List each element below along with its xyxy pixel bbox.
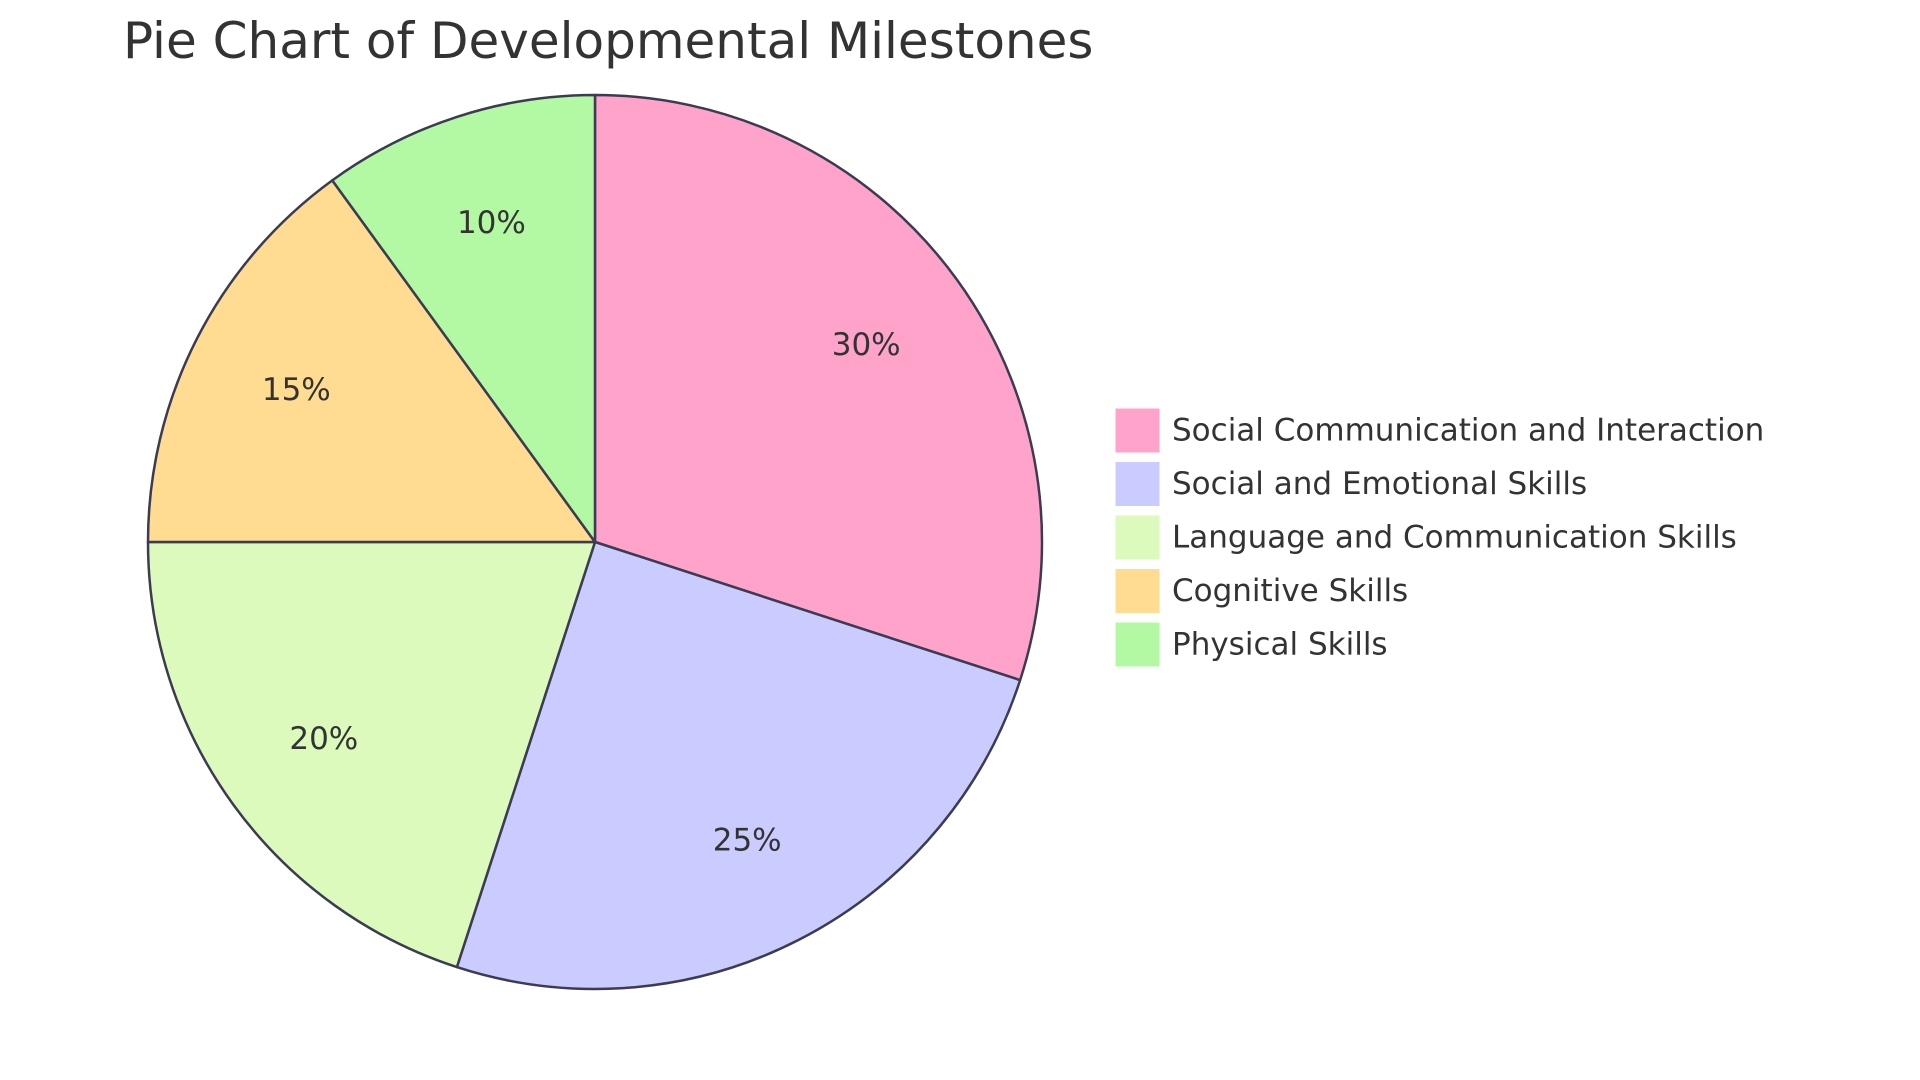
legend-label-1: Social and Emotional Skills — [1172, 466, 1587, 502]
legend-item-2: Language and Communication Skills — [1114, 514, 1737, 561]
legend-item-4: Physical Skills — [1114, 621, 1388, 668]
legend-label-4: Physical Skills — [1172, 627, 1388, 663]
pie-slice-label-2: 20% — [289, 721, 358, 757]
pie-slice-0 — [593, 93, 1044, 682]
chart-title: Pie Chart of Developmental Milestones — [123, 12, 1093, 70]
pie-slice-label-3: 15% — [262, 372, 331, 408]
legend-item-3: Cognitive Skills — [1114, 568, 1408, 614]
legend-label-0: Social Communication and Interaction — [1172, 413, 1764, 449]
pie-slices — [146, 93, 1044, 991]
legend-swatch-0 — [1114, 407, 1161, 454]
pie-slice-1 — [455, 540, 1022, 991]
legend-label-2: Language and Communication Skills — [1172, 520, 1737, 556]
pie-slice-label-1: 25% — [713, 823, 782, 859]
legend-swatch-3 — [1114, 568, 1161, 614]
legend-swatch-2 — [1114, 514, 1161, 561]
legend-label-3: Cognitive Skills — [1172, 573, 1408, 609]
pie-slice-4 — [331, 93, 597, 544]
legend-item-1: Social and Emotional Skills — [1114, 461, 1587, 507]
pie-slice-label-4: 10% — [457, 205, 526, 241]
legend-item-0: Social Communication and Interaction — [1114, 407, 1764, 454]
pie-slice-2 — [146, 540, 597, 969]
legend-swatch-1 — [1114, 461, 1161, 507]
pie-slice-3 — [146, 179, 597, 544]
legend: Social Communication and Interaction Soci… — [1114, 407, 1764, 668]
pie-slice-label-0: 30% — [832, 327, 901, 363]
legend-swatch-4 — [1114, 621, 1161, 668]
pie-slice-labels: 30% 25% 20% 15% 10% — [262, 205, 901, 859]
